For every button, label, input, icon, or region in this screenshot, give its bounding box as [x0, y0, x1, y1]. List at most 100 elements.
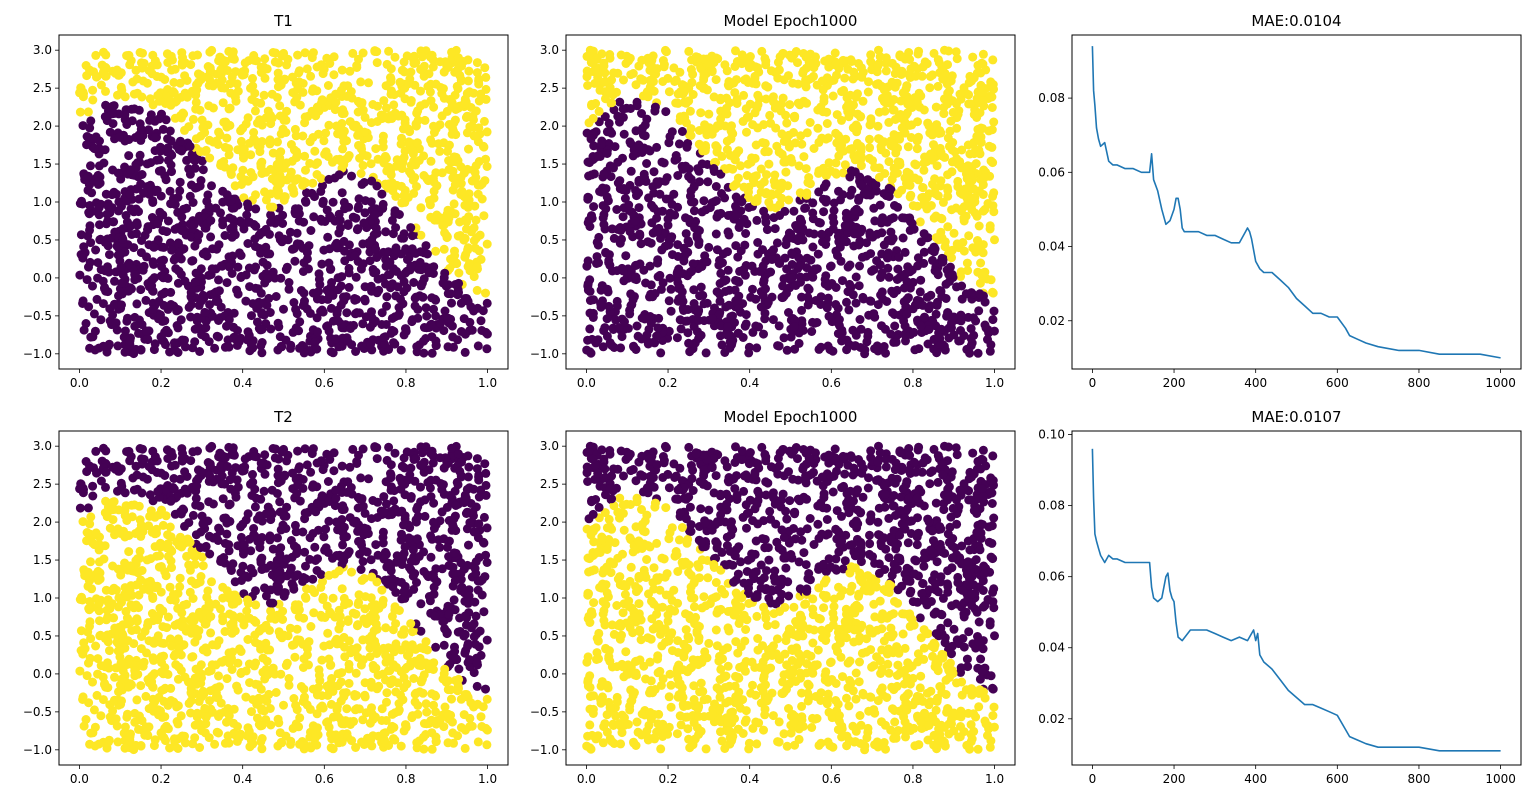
scatter-point — [435, 57, 445, 67]
scatter-point — [741, 229, 751, 238]
scatter-point — [431, 246, 441, 256]
scatter-point — [693, 308, 703, 318]
scatter-point — [842, 102, 852, 112]
scatter-point — [824, 54, 834, 64]
scatter-point — [689, 206, 699, 216]
scatter-point — [700, 122, 710, 132]
scatter-point — [200, 307, 210, 317]
scatter-point — [637, 313, 647, 323]
scatter-point — [482, 162, 492, 171]
scatter-point — [723, 247, 732, 257]
scatter-point — [107, 203, 117, 213]
scatter-point — [78, 253, 88, 263]
scatter-point — [349, 121, 358, 131]
scatter-point — [384, 46, 394, 56]
x-tick-label: 600 — [1326, 376, 1349, 390]
scatter-point — [481, 288, 490, 298]
scatter-point — [397, 181, 406, 191]
scatter-point — [609, 343, 619, 352]
scatter-point — [282, 158, 292, 168]
scatter-point — [472, 58, 482, 68]
scatter-point — [177, 226, 187, 236]
scatter-point — [427, 293, 437, 303]
y-tick-label: −0.5 — [23, 309, 52, 323]
scatter-point — [316, 610, 326, 620]
scatter-point — [454, 664, 464, 674]
scatter-point — [419, 336, 428, 346]
scatter-point — [338, 144, 348, 154]
scatter-point — [354, 54, 363, 64]
scatter-point — [139, 261, 149, 271]
scatter-point — [711, 182, 721, 191]
scatter-point — [981, 65, 991, 75]
y-tick-label: 1.5 — [33, 157, 52, 171]
scatter-point — [784, 195, 794, 205]
scatter-point — [741, 310, 751, 320]
scatter-point — [979, 173, 989, 183]
scatter-point — [93, 258, 103, 268]
scatter-point — [470, 597, 480, 607]
scatter-point — [300, 196, 310, 206]
scatter-point — [120, 347, 130, 357]
scatter-point — [353, 224, 363, 234]
scatter-point — [342, 308, 352, 318]
scatter-point — [92, 690, 102, 700]
scatter-point — [809, 144, 819, 153]
scatter-point — [631, 272, 641, 282]
scatter-point — [113, 168, 123, 178]
scatter-point — [285, 227, 295, 237]
scatter-point — [413, 313, 423, 323]
scatter-point — [684, 46, 694, 56]
scatter-point — [295, 317, 305, 327]
scatter-point — [173, 323, 183, 333]
scatter-point — [117, 278, 127, 288]
scatter-point — [377, 189, 387, 199]
scatter-point — [862, 337, 872, 347]
scatter-point — [842, 297, 851, 307]
scatter-point — [720, 348, 730, 357]
scatter-point — [358, 239, 368, 249]
y-tick-label: 3.0 — [33, 43, 52, 57]
scatter-point — [170, 346, 180, 355]
scatter-point — [968, 52, 978, 62]
scatter-point — [401, 244, 411, 254]
scatter-point — [837, 87, 847, 97]
scatter-point — [919, 199, 929, 209]
scatter-point — [862, 238, 871, 248]
scatter-point — [145, 115, 155, 125]
scatter-point — [190, 324, 200, 334]
scatter-point — [989, 117, 999, 127]
scatter-point — [771, 123, 781, 133]
scatter-point — [734, 303, 744, 313]
scatter-point — [712, 245, 722, 255]
scatter-point — [229, 322, 238, 332]
scatter-point — [319, 532, 329, 542]
scatter-point — [658, 206, 668, 216]
scatter-point — [161, 325, 171, 335]
scatter-point — [449, 118, 459, 128]
scatter-point — [675, 67, 685, 77]
scatter-point — [426, 52, 435, 62]
scatter-point — [782, 118, 792, 128]
scatter-point — [101, 71, 111, 81]
scatter-point — [463, 55, 473, 65]
scatter-point — [645, 292, 654, 302]
scatter-point — [89, 309, 99, 319]
scatter-point — [429, 121, 438, 131]
scatter-point — [244, 330, 254, 340]
scatter-point — [394, 303, 404, 312]
scatter-point — [933, 55, 943, 65]
scatter-point — [597, 139, 606, 149]
scatter-point — [126, 204, 136, 214]
scatter-point — [973, 348, 983, 358]
scatter-point — [312, 344, 322, 354]
scatter-point — [330, 240, 340, 250]
scatter-point — [958, 189, 968, 199]
scatter-point — [274, 158, 284, 168]
scatter-point — [174, 266, 184, 276]
scatter-point — [280, 192, 290, 202]
scatter-point — [609, 163, 618, 173]
scatter-point — [294, 204, 303, 214]
scatter-point — [93, 170, 103, 180]
scatter-point — [838, 168, 848, 178]
